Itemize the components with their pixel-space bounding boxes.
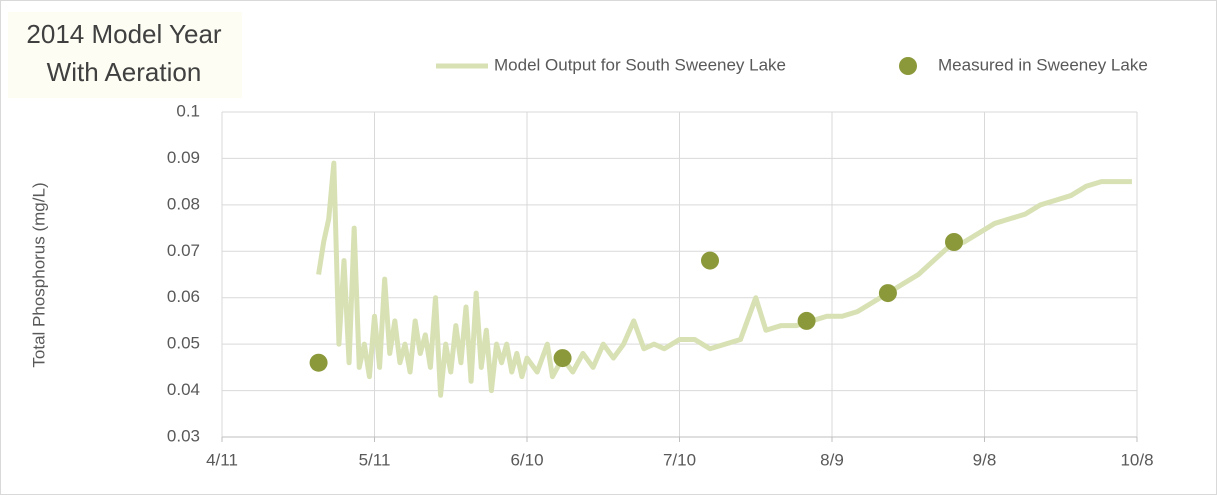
x-tick-label: 5/11 [359, 450, 391, 469]
x-tick-label: 8/9 [820, 450, 844, 469]
legend-label: Model Output for South Sweeney Lake [494, 55, 786, 74]
y-tick-label: 0.04 [167, 380, 200, 399]
y-tick-label: 0.07 [167, 241, 200, 260]
y-tick-label: 0.03 [167, 426, 200, 445]
line [316, 160, 1132, 398]
x-tick-label: 4/11 [206, 450, 238, 469]
x-tick-label: 10/8 [1120, 450, 1153, 469]
y-tick-label: 0.1 [176, 101, 200, 120]
point [797, 311, 816, 330]
y-tick-label: 0.06 [167, 287, 200, 306]
point [945, 233, 963, 251]
legend-key [899, 57, 917, 75]
point [701, 251, 719, 270]
y-tick-label: 0.09 [167, 148, 200, 167]
point [878, 284, 897, 303]
x-tick-label: 7/10 [663, 450, 696, 469]
x-tick-label: 9/8 [973, 450, 997, 469]
legend-label: Measured in Sweeney Lake [938, 55, 1148, 74]
chart-title: With Aeration [47, 57, 202, 87]
chart-title: 2014 Model Year [26, 19, 222, 49]
point [553, 349, 572, 368]
title-box [8, 12, 242, 98]
y-tick-label: 0.08 [167, 194, 200, 213]
point [309, 353, 328, 372]
y-tick-label: 0.05 [167, 334, 200, 353]
x-tick-label: 6/10 [510, 450, 543, 469]
y-axis-label: Total Phosphorus (mg/L) [29, 182, 48, 367]
